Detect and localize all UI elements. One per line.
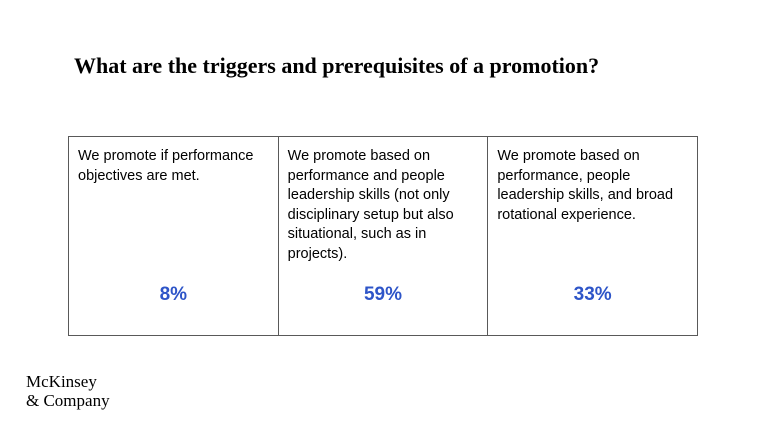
option-percent: 8% — [159, 284, 188, 305]
slide-title: What are the triggers and prerequisites … — [74, 53, 600, 78]
option-cell-3: We promote based on performance, people … — [487, 136, 698, 336]
logo-line-1: McKinsey — [26, 372, 97, 391]
table-row: We promote if performance objectives are… — [68, 136, 698, 336]
option-percent: 33% — [573, 284, 612, 305]
logo-line-2: & Company — [26, 391, 110, 410]
option-cell-1: We promote if performance objectives are… — [68, 136, 279, 336]
option-percent: 59% — [363, 284, 402, 305]
option-text: We promote if performance objectives are… — [78, 148, 254, 184]
option-text: We promote based on performance and peop… — [287, 148, 454, 262]
option-cell-2: We promote based on performance and peop… — [277, 136, 489, 336]
promotion-options-table: We promote if performance objectives are… — [68, 136, 698, 336]
mckinsey-logo: McKinsey & Company — [26, 372, 110, 410]
option-text: We promote based on performance, people … — [497, 148, 674, 223]
